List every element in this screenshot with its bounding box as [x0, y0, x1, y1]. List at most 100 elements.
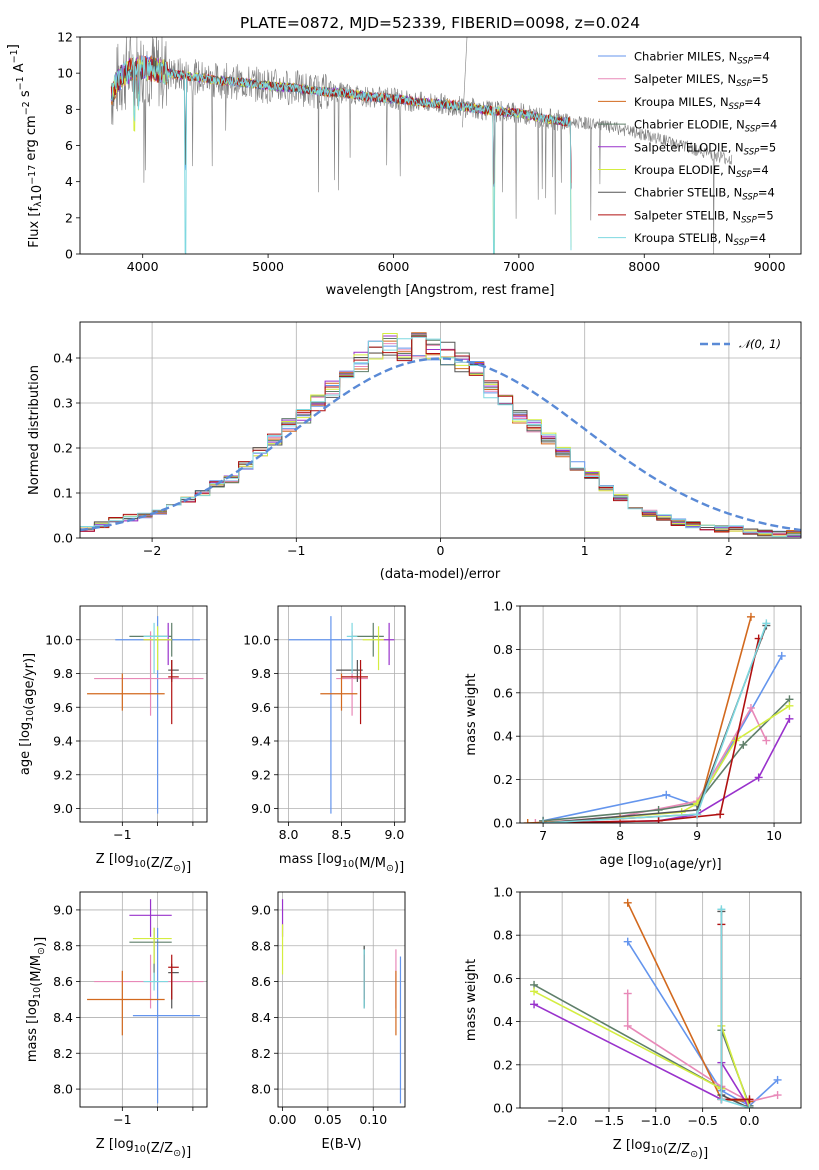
- y-tick-label: 9.4: [251, 734, 271, 749]
- x-axis-label: Z [log10(Z/Z⊙)]: [613, 1138, 708, 1161]
- x-tick-label: −0.5: [687, 1113, 717, 1128]
- x-tick-label: 5000: [252, 259, 284, 274]
- legend-label: Salpeter ELODIE, NSSP=5: [634, 140, 776, 157]
- y-tick-label: 8: [65, 102, 73, 117]
- legend-name: Chabrier STELIB, N: [634, 186, 742, 200]
- x-axis-label: wavelength [Angstrom, rest frame]: [326, 283, 555, 298]
- x-tick-label: 7: [539, 828, 547, 843]
- spectrum-panel: PLATE=0872, MJD=52339, FIBERID=0098, z=0…: [6, 14, 802, 298]
- legend-label: Chabrier MILES, NSSP=4: [634, 50, 770, 67]
- x-tick-label: 8: [616, 828, 624, 843]
- series-line: [543, 638, 760, 823]
- y-tick-label: 10.0: [243, 632, 271, 647]
- errorbars: [87, 899, 204, 1104]
- legend-sub: SSP: [736, 79, 752, 89]
- x-tick-label: −1: [113, 827, 131, 842]
- label-sub: ⊙: [173, 863, 181, 874]
- x-tick-label: 7000: [503, 259, 535, 274]
- x-tick-label: 10: [766, 828, 782, 843]
- x-tick-label: 0.00: [269, 1112, 297, 1127]
- label-text: (M/M: [29, 955, 44, 987]
- label-text: E(B-V): [321, 1137, 361, 1152]
- label-text: (Z/Z: [663, 1142, 690, 1157]
- y-axis-label: age [log10(age/yr)]: [18, 653, 37, 775]
- legend-eq: =5: [757, 208, 774, 222]
- series-lines: [523, 612, 794, 823]
- y-tick-label: 1.0: [493, 599, 513, 614]
- y-tick-label: 8.2: [251, 1046, 271, 1061]
- x-axis-label: mass [log10(M/M⊙)]: [279, 852, 404, 875]
- label-sub: ⊙: [36, 947, 47, 955]
- x-tick-label: 0.05: [314, 1112, 342, 1127]
- y-tick-label: 0.3: [53, 396, 73, 411]
- label-sub: 10: [25, 710, 36, 722]
- label-text: )]: [33, 937, 48, 947]
- series-line: [533, 1003, 751, 1108]
- legend-label: Chabrier ELODIE, NSSP=4: [634, 118, 777, 135]
- label-text: (age/yr)]: [665, 857, 722, 872]
- y-tick-label: 12: [57, 30, 73, 45]
- legend-name: Kroupa STELIB, N: [634, 231, 734, 245]
- legend-label: Kroupa ELODIE, NSSP=4: [634, 163, 769, 180]
- label-text: mass [log: [279, 852, 342, 867]
- ylabel-part: s: [18, 90, 33, 101]
- y-tick-label: 10.0: [45, 632, 73, 647]
- y-tick-label: 9.8: [53, 666, 73, 681]
- x-tick-label: 2: [725, 543, 733, 558]
- legend-eq: =4: [744, 95, 761, 109]
- y-tick-label: 8.8: [251, 938, 271, 953]
- x-axis-label: Z [log10(Z/Z⊙)]: [96, 1137, 191, 1160]
- label-sub: 10: [32, 987, 43, 999]
- legend-name: Kroupa ELODIE, N: [634, 163, 736, 177]
- y-tick-label: 8.0: [251, 1082, 271, 1097]
- y-tick-label: 0.8: [493, 928, 513, 943]
- label-text: (age/yr)]: [22, 653, 37, 710]
- y-tick-label: 9.0: [53, 902, 73, 917]
- normal-curve: [80, 357, 801, 532]
- legend-name: Kroupa MILES, N: [634, 95, 729, 109]
- x-tick-label: 8.5: [332, 827, 352, 842]
- label-text: mass [log: [25, 999, 40, 1062]
- y-tick-label: 9.0: [251, 902, 271, 917]
- legend-label: Kroupa MILES, NSSP=4: [634, 95, 761, 112]
- x-tick-label: 9000: [754, 259, 786, 274]
- legend-label: Kroupa STELIB, NSSP=4: [634, 231, 766, 248]
- spectrum-plot-area: 4000 5000 6000 7000 8000 9000 0 2 4 6 8 10 12: [57, 30, 802, 274]
- y-tick-label: 0.8: [493, 642, 513, 657]
- legend-sub: SSP: [742, 193, 758, 203]
- label-sub: ⊙: [690, 1149, 698, 1160]
- legend-eq: =5: [759, 140, 776, 154]
- series-line: [720, 911, 750, 1108]
- axes-frame: [277, 891, 406, 1108]
- errorbars: [87, 616, 204, 814]
- z-age-panel: −19.09.29.49.69.810.0Z [log10(Z/Z⊙)]age …: [18, 605, 208, 875]
- y-tick-label: 8.4: [53, 1010, 73, 1025]
- histogram-plot-area: −2 −1 0 1 2 0.0 0.1 0.2 0.3 0.4: [53, 321, 802, 558]
- y-tick-label: 8.6: [251, 974, 271, 989]
- y-tick-label: 0.0: [493, 1101, 513, 1116]
- series-line: [627, 941, 779, 1107]
- y-tick-label: 9.0: [53, 801, 73, 816]
- y-tick-label: 4: [65, 174, 73, 189]
- legend-sub: SSP: [741, 215, 757, 225]
- x-tick-label: 8.0: [279, 827, 299, 842]
- label-text: (Z/Z: [146, 1141, 173, 1156]
- y-tick-label: 9.2: [53, 767, 73, 782]
- x-tick-label: 0.0: [740, 1113, 760, 1128]
- legend-sub: SSP: [745, 125, 761, 135]
- y-axis-label: mass weight: [464, 959, 479, 1041]
- axes-frame: [277, 605, 406, 823]
- series-lines: [530, 898, 782, 1108]
- y-tick-label: 0.0: [53, 531, 73, 546]
- z-massweight-panel: −2.0 −1.5 −1.0 −0.5 0.0 0.0 0.2 0.4 0.6 0.8 1.0 Z […: [464, 885, 802, 1161]
- y-tick-label: 0.6: [493, 685, 513, 700]
- residual-histogram-panel: −2 −1 0 1 2 0.0 0.1 0.2 0.3 0.4 (data-model)/erro…: [27, 321, 802, 582]
- label-sub: 10: [342, 859, 354, 870]
- ylabel-part: erg cm: [24, 115, 39, 164]
- ylabel-part: A: [12, 63, 27, 76]
- legend-sub: SSP: [744, 147, 760, 157]
- y-axis-label: mass [log10(M/M⊙)]: [25, 937, 48, 1062]
- ylabel-part: −2: [21, 101, 32, 115]
